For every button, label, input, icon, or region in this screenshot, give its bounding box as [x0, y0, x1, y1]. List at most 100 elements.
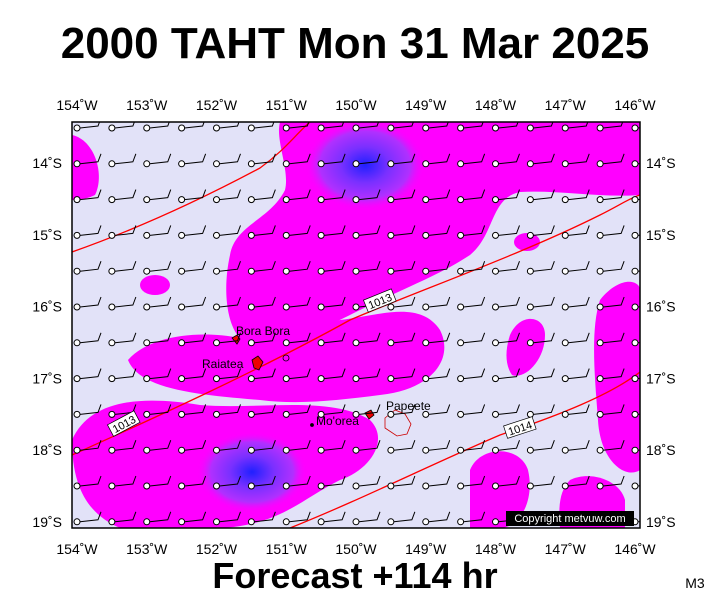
station	[561, 196, 569, 204]
barb	[533, 440, 555, 451]
station	[561, 339, 569, 347]
model-code: M3	[685, 575, 705, 591]
barb	[637, 270, 640, 272]
station	[178, 339, 186, 347]
barb	[637, 413, 640, 415]
barb	[184, 475, 207, 487]
station	[422, 303, 430, 311]
lon-label-bottom: 150˚W	[335, 541, 377, 557]
barb	[289, 122, 310, 129]
barb	[254, 189, 276, 201]
station	[352, 482, 360, 490]
barb	[324, 332, 346, 344]
barb	[498, 332, 520, 344]
station	[213, 410, 220, 418]
barb	[149, 261, 172, 272]
barb	[393, 440, 416, 451]
station	[631, 267, 639, 275]
station	[596, 375, 604, 383]
station	[213, 482, 220, 490]
station	[387, 482, 395, 490]
station	[561, 446, 569, 454]
station	[596, 410, 604, 418]
barb	[428, 332, 451, 344]
station	[387, 303, 395, 311]
barb	[637, 485, 640, 487]
station	[492, 303, 499, 311]
lon-label-top: 149˚W	[405, 97, 447, 113]
barb	[463, 475, 486, 487]
barb	[79, 122, 101, 129]
station	[457, 482, 465, 490]
station	[108, 124, 116, 132]
station	[73, 410, 81, 418]
barb	[533, 225, 555, 236]
barb	[184, 296, 207, 308]
barb	[463, 368, 486, 380]
isobar-label: 1013	[363, 288, 397, 313]
barb	[428, 368, 451, 380]
barb	[289, 368, 311, 380]
station	[73, 446, 81, 454]
barb	[428, 225, 451, 236]
barb	[114, 475, 137, 487]
station	[213, 518, 220, 526]
barb	[79, 189, 102, 201]
station	[282, 267, 290, 275]
station	[317, 160, 325, 168]
station	[596, 124, 604, 132]
barb	[219, 122, 240, 129]
station	[352, 518, 360, 526]
barb	[533, 122, 554, 129]
barb	[637, 198, 640, 201]
station	[561, 410, 569, 418]
station	[526, 339, 534, 347]
station	[247, 231, 255, 239]
barb	[568, 440, 590, 451]
station	[247, 124, 255, 132]
station	[73, 160, 81, 168]
station	[422, 446, 430, 454]
station	[178, 196, 186, 204]
barb	[289, 261, 311, 272]
barb	[358, 225, 381, 236]
barb	[498, 368, 520, 380]
barb	[114, 261, 137, 272]
barb	[498, 189, 520, 201]
barb	[358, 475, 381, 487]
barb	[289, 511, 311, 523]
label-box	[503, 416, 537, 439]
barb	[184, 332, 207, 344]
barb	[324, 404, 346, 415]
barb	[254, 511, 276, 523]
barb	[219, 475, 241, 487]
graticule-labels: 154˚W 154˚W 153˚W 153˚W 152˚W 152˚W 151˚W 151˚W…	[32, 97, 675, 557]
barb	[79, 368, 102, 380]
barb	[463, 122, 484, 129]
barb	[393, 189, 416, 201]
lon-label-top: 146˚W	[614, 97, 656, 113]
barb	[289, 440, 311, 451]
station	[317, 446, 325, 454]
barb	[149, 225, 172, 236]
barb	[463, 332, 486, 344]
barb	[463, 440, 486, 451]
station	[492, 339, 499, 347]
barb	[114, 511, 137, 523]
station	[526, 231, 534, 239]
station	[178, 518, 186, 526]
station	[317, 482, 325, 490]
station	[422, 267, 430, 275]
station	[247, 267, 255, 275]
station	[526, 303, 534, 311]
station	[143, 231, 151, 239]
station	[526, 267, 534, 275]
station	[143, 339, 151, 347]
station	[561, 124, 569, 132]
lon-label-bottom: 151˚W	[266, 541, 308, 557]
barb	[79, 332, 102, 344]
station	[282, 196, 290, 204]
lon-label-top: 148˚W	[475, 97, 517, 113]
station	[457, 124, 465, 132]
station	[492, 231, 499, 239]
